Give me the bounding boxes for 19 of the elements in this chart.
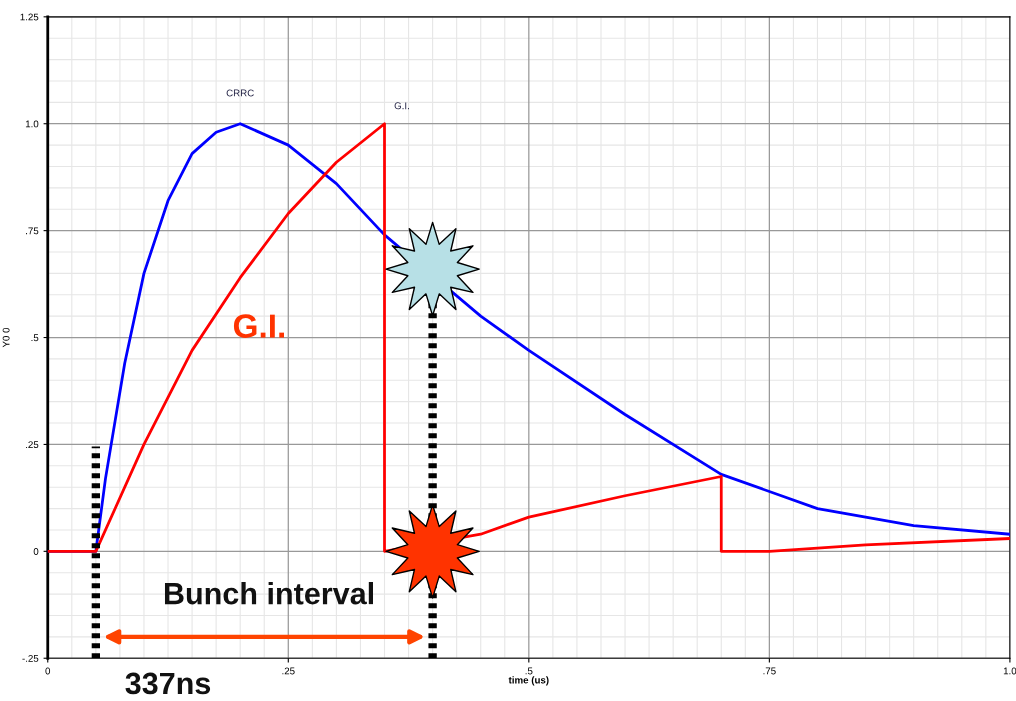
annotation: CRRC xyxy=(226,89,254,97)
x-tick-label: 0 xyxy=(45,667,51,675)
y-tick-label: 1.0 xyxy=(25,120,39,128)
y-tick-label: -.25 xyxy=(22,654,39,662)
y-tick-label: 1.25 xyxy=(20,13,39,21)
x-axis-title: time (us) xyxy=(508,676,549,686)
annotation: Bunch interval xyxy=(164,581,374,605)
y-tick-label: .25 xyxy=(26,441,39,449)
y-tick-label: .75 xyxy=(26,227,39,235)
x-tick-label: .75 xyxy=(763,667,776,675)
text: 337ns xyxy=(125,672,211,695)
y-axis-title: Y0 0 xyxy=(2,327,10,348)
x-tick-label: .25 xyxy=(282,667,295,675)
y-tick-label: .5 xyxy=(31,334,39,342)
x-tick-label: .5 xyxy=(525,667,533,675)
x-tick-label: 1.0 xyxy=(1003,667,1016,675)
annotation: G.I. xyxy=(394,102,409,110)
annotation: G.I. xyxy=(233,314,284,338)
y-tick-label: 0 xyxy=(33,548,39,555)
